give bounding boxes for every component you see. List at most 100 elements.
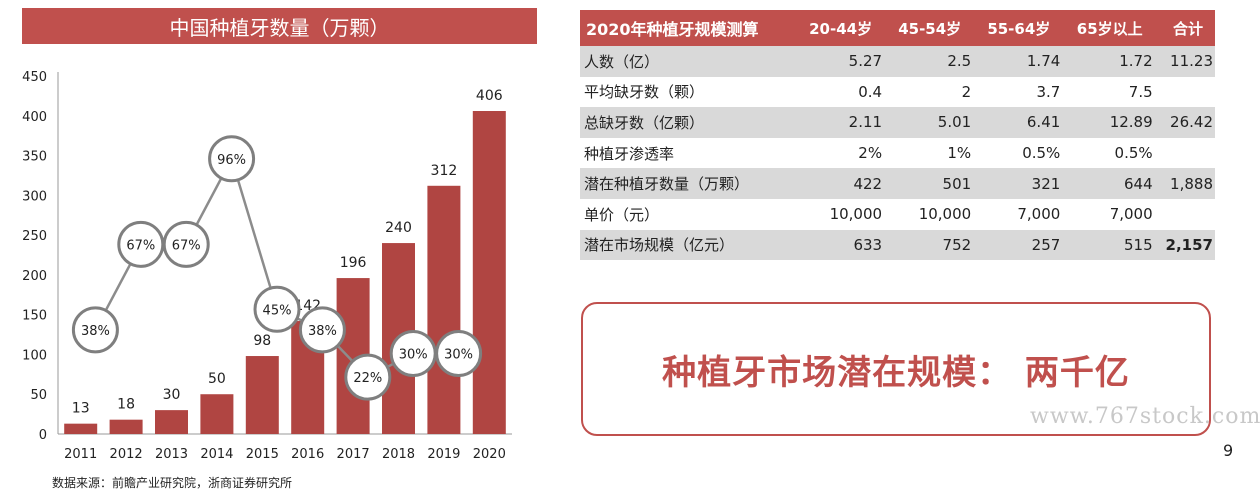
data-label-2020: 406 bbox=[476, 88, 503, 104]
growth-rate-label: 45% bbox=[263, 303, 292, 318]
y-tick-label: 300 bbox=[22, 189, 47, 204]
table-cell: 257 bbox=[973, 229, 1063, 261]
y-tick-label: 150 bbox=[22, 309, 47, 324]
bar-2015 bbox=[245, 356, 279, 434]
bar-2014 bbox=[200, 394, 234, 434]
chart-title: 中国种植牙数量（万颗） bbox=[22, 8, 537, 44]
table-cell: 1.72 bbox=[1062, 46, 1155, 77]
growth-rate-marker bbox=[253, 285, 301, 333]
table-cell: 2% bbox=[858, 144, 883, 163]
growth-rate-label: 38% bbox=[81, 324, 110, 339]
y-tick-label: 350 bbox=[22, 150, 47, 165]
growth-rate-label: 38% bbox=[308, 324, 337, 339]
watermark: www.767stock.com bbox=[1030, 404, 1260, 429]
growth-rate-label: 30% bbox=[444, 348, 473, 363]
growth-rate-label: 96% bbox=[217, 153, 246, 168]
growth-rate-marker bbox=[344, 353, 392, 401]
row-label: 总缺牙数（亿颗） bbox=[580, 107, 795, 138]
table-cell: 5.27 bbox=[794, 46, 885, 77]
y-tick-label: 0 bbox=[39, 428, 47, 443]
table-cell: 633 bbox=[794, 229, 885, 261]
table-header-age-65-plus: 65岁以上 bbox=[1062, 10, 1155, 46]
table-header-total: 合计 bbox=[1154, 10, 1215, 46]
table-cell: 0.5% bbox=[1114, 144, 1153, 163]
table-header-row: 2020年种植牙规模测算 20-44岁 45-54岁 55-64岁 65岁以上 … bbox=[580, 10, 1215, 46]
table-cell: 2.5 bbox=[884, 46, 974, 77]
growth-rate-label: 30% bbox=[399, 348, 428, 363]
table-cell bbox=[1155, 77, 1215, 108]
growth-rate-marker bbox=[208, 135, 256, 183]
table-cell: 1% bbox=[947, 144, 972, 163]
growth-rate-marker bbox=[71, 306, 119, 354]
table-cell: 752 bbox=[884, 229, 974, 261]
x-tick-label-2018: 2018 bbox=[382, 447, 415, 462]
table-cell: 2.11 bbox=[794, 107, 885, 138]
x-tick-label-2012: 2012 bbox=[110, 447, 143, 462]
x-tick-label-2016: 2016 bbox=[291, 447, 324, 462]
growth-rate-label: 67% bbox=[172, 238, 201, 253]
table-cell: 422 bbox=[794, 168, 885, 199]
source-note: 数据来源：前瞻产业研究院，浙商证券研究所 bbox=[52, 476, 293, 490]
table-row: 总缺牙数（亿颗） 2.11 5.01 6.41 12.89 26.42 bbox=[580, 107, 1215, 138]
x-tick-label-2015: 2015 bbox=[246, 447, 279, 462]
table-cell: 6.41 bbox=[973, 107, 1063, 138]
y-tick-label: 250 bbox=[22, 229, 47, 244]
table-row: 潜在市场规模（亿元） 633 752 257 515 2,157 bbox=[580, 229, 1215, 261]
y-tick-label: 200 bbox=[22, 269, 47, 284]
table-row: 单价（元） 10,000 10,000 7,000 7,000 bbox=[580, 199, 1215, 230]
page-number: 9 bbox=[1223, 441, 1234, 460]
table-header-age-20-44: 20-44岁 bbox=[794, 10, 885, 46]
table-cell: 644 bbox=[1062, 168, 1155, 199]
table-cell: 3.7 bbox=[1036, 82, 1061, 101]
row-label: 潜在种植牙数量（万颗） bbox=[580, 168, 795, 199]
x-tick-label-2011: 2011 bbox=[64, 447, 97, 462]
table-cell: 0.5% bbox=[1022, 144, 1061, 163]
growth-rate-marker bbox=[162, 220, 210, 268]
y-tick-label: 50 bbox=[30, 388, 47, 403]
growth-rate-marker bbox=[435, 330, 483, 377]
table-cell-total-market: 2,157 bbox=[1154, 229, 1215, 261]
table-header-age-45-54: 45-54岁 bbox=[884, 10, 974, 46]
x-tick-label-2020: 2020 bbox=[473, 447, 506, 462]
table-row: 人数（亿） 5.27 2.5 1.74 1.72 11.23 bbox=[580, 46, 1215, 77]
table-cell: 515 bbox=[1062, 229, 1155, 261]
growth-rate-marker bbox=[298, 306, 346, 354]
bar-2019 bbox=[427, 185, 461, 434]
bar-2011 bbox=[64, 423, 98, 434]
bar-2013 bbox=[155, 410, 188, 434]
table-cell bbox=[1155, 138, 1215, 169]
x-tick-label-2019: 2019 bbox=[427, 447, 460, 462]
table-row: 潜在种植牙数量（万颗） 422 501 321 644 1,888 bbox=[580, 168, 1215, 199]
conclusion-callout: 种植牙市场潜在规模： 两千亿 bbox=[581, 302, 1211, 436]
table-cell: 501 bbox=[884, 168, 974, 199]
table-cell: 26.42 bbox=[1154, 107, 1215, 138]
row-label: 潜在市场规模（亿元） bbox=[580, 229, 795, 261]
y-tick-label: 450 bbox=[22, 70, 47, 85]
table-cell: 1,888 bbox=[1154, 168, 1215, 199]
data-label-2012: 18 bbox=[117, 397, 135, 413]
growth-rate-label: 67% bbox=[126, 238, 155, 253]
table-cell: 0.4 bbox=[858, 82, 883, 101]
data-label-2015: 98 bbox=[253, 333, 271, 349]
bar-2020 bbox=[472, 111, 506, 434]
table-cell: 1.74 bbox=[973, 46, 1063, 77]
table-row: 种植牙渗透率 2% 1% 0.5% 0.5% bbox=[580, 138, 1215, 169]
data-label-2011: 13 bbox=[72, 401, 90, 417]
table-cell: 7,000 bbox=[1109, 205, 1153, 224]
table-cell: 321 bbox=[973, 168, 1063, 199]
implant-count-bar-chart: 0 50 100 150 200 250 300 350 400 450 13 2011 18 2012 3… bbox=[22, 70, 512, 462]
table-cell: 2 bbox=[961, 82, 972, 101]
x-tick-label-2017: 2017 bbox=[337, 447, 370, 462]
market-size-table: 2020年种植牙规模测算 20-44岁 45-54岁 55-64岁 65岁以上 … bbox=[580, 10, 1215, 261]
table-row: 平均缺牙数（颗） 0.4 2 3.7 7.5 bbox=[580, 77, 1215, 108]
data-label-2017: 196 bbox=[340, 255, 367, 271]
table-header-title: 2020年种植牙规模测算 bbox=[580, 10, 795, 46]
table-cell: 5.01 bbox=[884, 107, 974, 138]
table-cell: 11.23 bbox=[1154, 46, 1215, 77]
data-label-2013: 30 bbox=[163, 387, 181, 403]
y-tick-label: 100 bbox=[22, 348, 47, 363]
table-cell: 10,000 bbox=[829, 205, 883, 224]
table-cell: 12.89 bbox=[1062, 107, 1155, 138]
table-cell bbox=[1155, 199, 1215, 230]
x-tick-label-2013: 2013 bbox=[155, 447, 188, 462]
